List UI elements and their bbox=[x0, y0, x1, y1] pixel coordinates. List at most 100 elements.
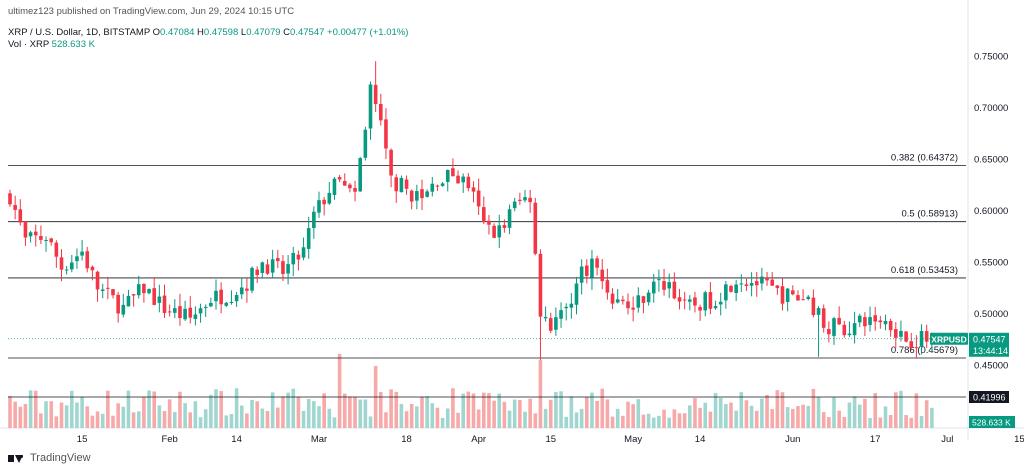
volume-bar bbox=[420, 396, 424, 428]
volume-bar bbox=[106, 390, 110, 428]
volume-bar bbox=[157, 405, 162, 428]
volume-bar bbox=[600, 388, 605, 428]
volume-bar bbox=[131, 412, 136, 428]
x-tick-label: Feb bbox=[161, 434, 177, 445]
fib-level-label: 0.382 (0.64372) bbox=[891, 152, 958, 163]
volume-bar bbox=[178, 391, 182, 428]
volume-bar bbox=[327, 408, 332, 428]
volume-bar bbox=[85, 406, 90, 428]
volume-bar bbox=[342, 393, 347, 428]
x-tick-label: 17 bbox=[870, 434, 881, 445]
volume-bar bbox=[837, 410, 841, 428]
candle-body bbox=[615, 299, 620, 303]
volume-bar bbox=[173, 412, 177, 428]
volume-bar bbox=[49, 401, 53, 428]
volume-bar bbox=[363, 399, 368, 428]
volume-bar bbox=[904, 415, 908, 428]
candle-body bbox=[703, 292, 708, 311]
candle-body bbox=[543, 316, 548, 319]
fib-retracement-lines[interactable]: 0.382 (0.64372) 0.5 (0.58913) 0.618 (0.534… bbox=[8, 152, 966, 398]
volume-legend: Vol · XRP 528.633 K bbox=[8, 39, 95, 50]
candle-body bbox=[373, 84, 378, 104]
volume-bar bbox=[18, 406, 23, 428]
candle-body bbox=[682, 299, 687, 301]
candle-body bbox=[806, 296, 811, 300]
y-tick-label: 0.75000 bbox=[974, 52, 1008, 63]
volume-bar bbox=[482, 392, 486, 428]
volume-bar bbox=[162, 410, 167, 428]
candle-body bbox=[337, 177, 342, 180]
candle-body bbox=[605, 280, 610, 293]
candle-body bbox=[610, 293, 615, 304]
volume-bar bbox=[605, 399, 610, 428]
candle-body bbox=[914, 347, 919, 349]
volume-bar bbox=[559, 391, 563, 428]
volume-bar bbox=[888, 414, 893, 428]
candle-body bbox=[276, 258, 280, 262]
volume-bar bbox=[430, 403, 435, 428]
candle-body bbox=[590, 258, 594, 278]
volume-bar bbox=[770, 409, 774, 428]
volume-bar bbox=[744, 400, 749, 428]
volume-bar bbox=[59, 402, 64, 428]
candle-body bbox=[363, 129, 368, 158]
candle-body bbox=[919, 331, 924, 347]
candle-body bbox=[631, 307, 635, 310]
volume-bar bbox=[693, 398, 697, 428]
candle-body bbox=[167, 311, 172, 313]
volume-bar bbox=[64, 405, 69, 428]
candle-body bbox=[518, 199, 522, 201]
volume-bar bbox=[760, 398, 764, 428]
y-tick-label: 0.65000 bbox=[974, 155, 1008, 166]
candle-body bbox=[265, 264, 270, 274]
candle-body bbox=[131, 294, 136, 296]
candle-body bbox=[827, 328, 831, 335]
candle-body bbox=[749, 283, 754, 286]
candle-body bbox=[183, 308, 187, 320]
volume-bar bbox=[554, 391, 558, 428]
candle-body bbox=[785, 288, 790, 302]
candle-body bbox=[70, 262, 74, 270]
volume-bar bbox=[435, 407, 440, 428]
candle-body bbox=[909, 341, 914, 348]
candle-body bbox=[281, 261, 285, 275]
symbol-tag-bg bbox=[930, 332, 968, 345]
time-axis[interactable]: 15Feb14Mar18Apr15May14Jun17Jul15Au bbox=[77, 434, 1024, 445]
x-tick-label: Mar bbox=[311, 434, 327, 445]
tradingview-footer[interactable]: TradingView bbox=[8, 452, 91, 464]
candle-body bbox=[239, 287, 244, 295]
volume-bar bbox=[461, 393, 465, 428]
price-axis[interactable]: 0.75000 0.70000 0.65000 0.60000 0.55000 0.500… bbox=[974, 52, 1008, 372]
volume-bar bbox=[286, 392, 290, 428]
volume-bar bbox=[657, 415, 661, 428]
candle-body bbox=[342, 181, 347, 186]
volume-bar bbox=[698, 407, 702, 428]
volume-bar bbox=[863, 398, 867, 428]
volume-bar bbox=[198, 417, 203, 428]
candle-body bbox=[811, 297, 816, 316]
volume-bar bbox=[497, 393, 502, 428]
price-candles bbox=[8, 61, 934, 360]
volume-bar bbox=[348, 396, 352, 428]
candle-body bbox=[399, 178, 404, 193]
candle-body bbox=[899, 330, 903, 337]
candle-body bbox=[657, 279, 661, 281]
volume-bar bbox=[456, 412, 460, 428]
candle-body bbox=[152, 288, 156, 305]
candle-body bbox=[379, 103, 383, 121]
volume-bar bbox=[337, 354, 342, 428]
volume-bar bbox=[919, 415, 924, 428]
volume-bar bbox=[317, 406, 321, 428]
candle-body bbox=[708, 292, 713, 309]
volume-bar bbox=[806, 405, 811, 428]
candle-body bbox=[270, 259, 275, 273]
candle-body bbox=[173, 308, 177, 313]
volume-bar bbox=[126, 390, 131, 428]
fib-level-label: 0.618 (0.53453) bbox=[891, 265, 958, 276]
candle-body bbox=[739, 283, 744, 285]
volume-bar bbox=[183, 403, 187, 428]
candle-body bbox=[250, 267, 254, 291]
volume-bar bbox=[821, 412, 826, 428]
candle-body bbox=[409, 190, 414, 202]
